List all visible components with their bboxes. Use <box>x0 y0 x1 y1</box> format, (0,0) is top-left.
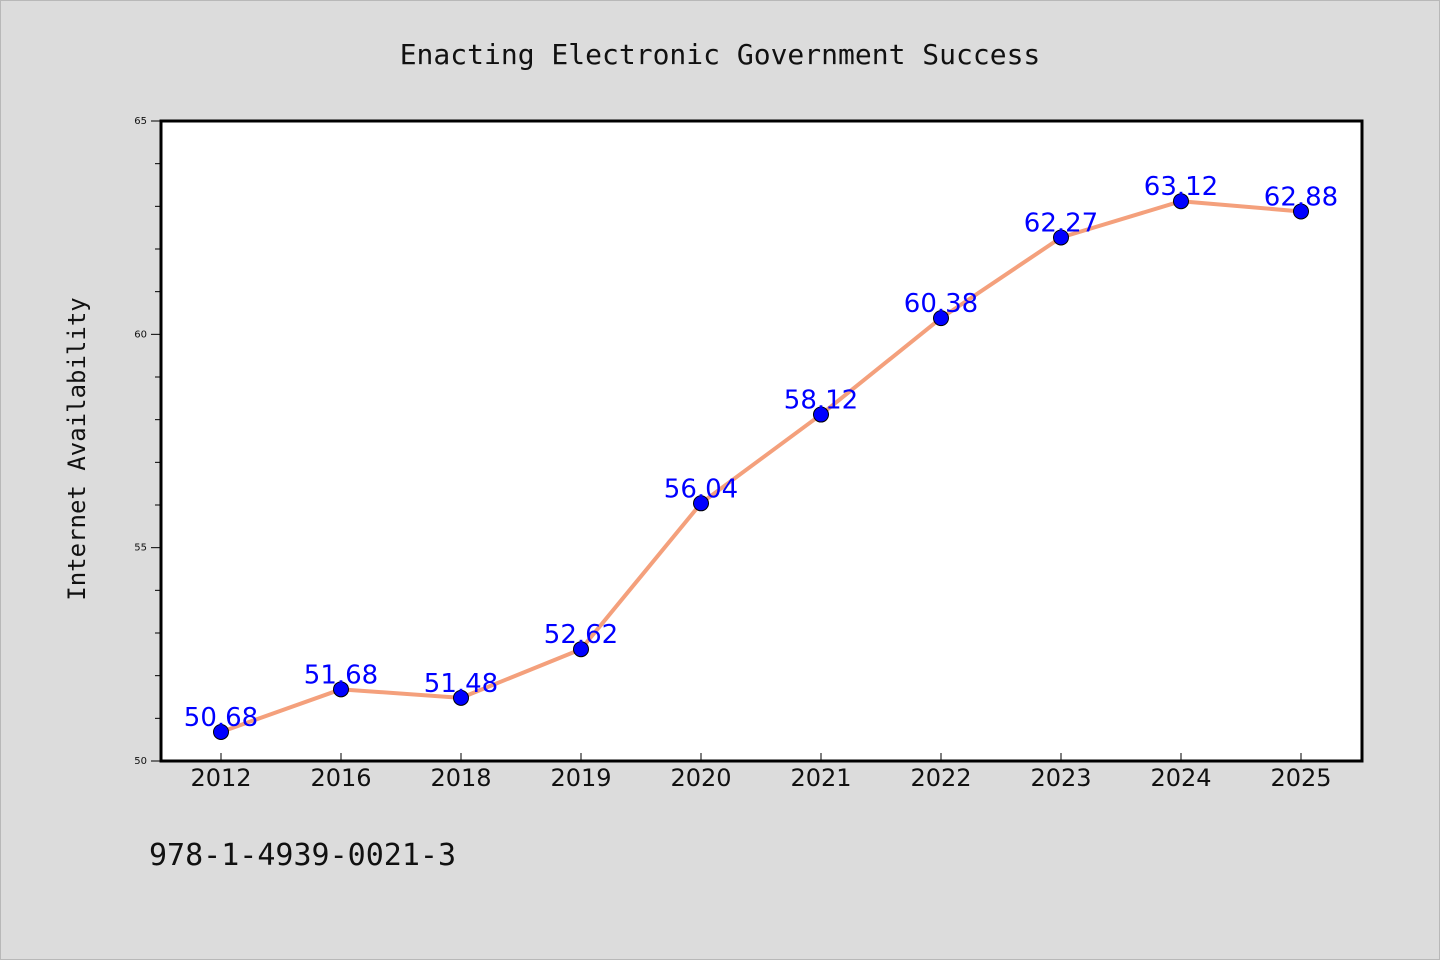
data-label: 62.88 <box>1264 182 1338 212</box>
x-tick-label: 2022 <box>910 764 971 792</box>
x-tick-label: 2025 <box>1270 764 1331 792</box>
data-point-marker <box>1173 193 1189 210</box>
data-label: 63.12 <box>1144 172 1218 202</box>
data-label: 56.04 <box>664 474 738 504</box>
x-tick-label: 2016 <box>310 764 371 792</box>
x-tick-label: 2018 <box>430 764 491 792</box>
y-tick-label: 55 <box>134 543 147 554</box>
data-label: 52.62 <box>544 620 618 650</box>
y-tick-label: 50 <box>134 756 147 767</box>
chart-title: Enacting Electronic Government Success <box>400 38 1041 71</box>
data-point-marker <box>573 641 589 658</box>
y-tick-label: 60 <box>134 329 147 340</box>
data-label: 51.68 <box>304 660 378 690</box>
data-label: 51.48 <box>424 669 498 699</box>
y-axis-label: Internet Availability <box>63 297 91 600</box>
data-point-marker <box>333 681 349 698</box>
series-markers <box>213 193 1309 740</box>
y-tick-label: 65 <box>134 116 147 127</box>
plot-area <box>159 119 1364 763</box>
data-point-marker <box>1293 203 1309 220</box>
x-tick-label: 2021 <box>790 764 851 792</box>
data-labels: 50.68 51.68 51.48 52.62 56.04 58.12 60.38 62.27… <box>184 172 1338 733</box>
data-point-marker <box>813 406 829 423</box>
y-axis-ticks: 50 55 60 65 <box>134 116 161 767</box>
x-tick-label: 2023 <box>1030 764 1091 792</box>
data-point-marker <box>213 723 229 740</box>
x-tick-label: 2020 <box>670 764 731 792</box>
data-point-marker <box>453 689 469 706</box>
x-tick-label: 2012 <box>190 764 251 792</box>
x-tick-label: 2024 <box>1150 764 1211 792</box>
x-axis-ticks: 2012 2016 2018 2019 2020 2021 2022 2023 2024 2025 <box>190 753 1332 792</box>
data-label: 58.12 <box>784 386 858 416</box>
footer-code: 978-1-4939-0021-3 <box>149 838 456 873</box>
series-line <box>219 199 1303 734</box>
data-label: 60.38 <box>904 289 978 319</box>
data-point-marker <box>1053 229 1069 246</box>
data-point-marker <box>933 310 949 327</box>
data-point-marker <box>693 495 709 512</box>
data-label: 62.27 <box>1024 208 1098 238</box>
data-label: 50.68 <box>184 703 258 733</box>
x-tick-label: 2019 <box>550 764 611 792</box>
series-line-group <box>219 199 1303 734</box>
